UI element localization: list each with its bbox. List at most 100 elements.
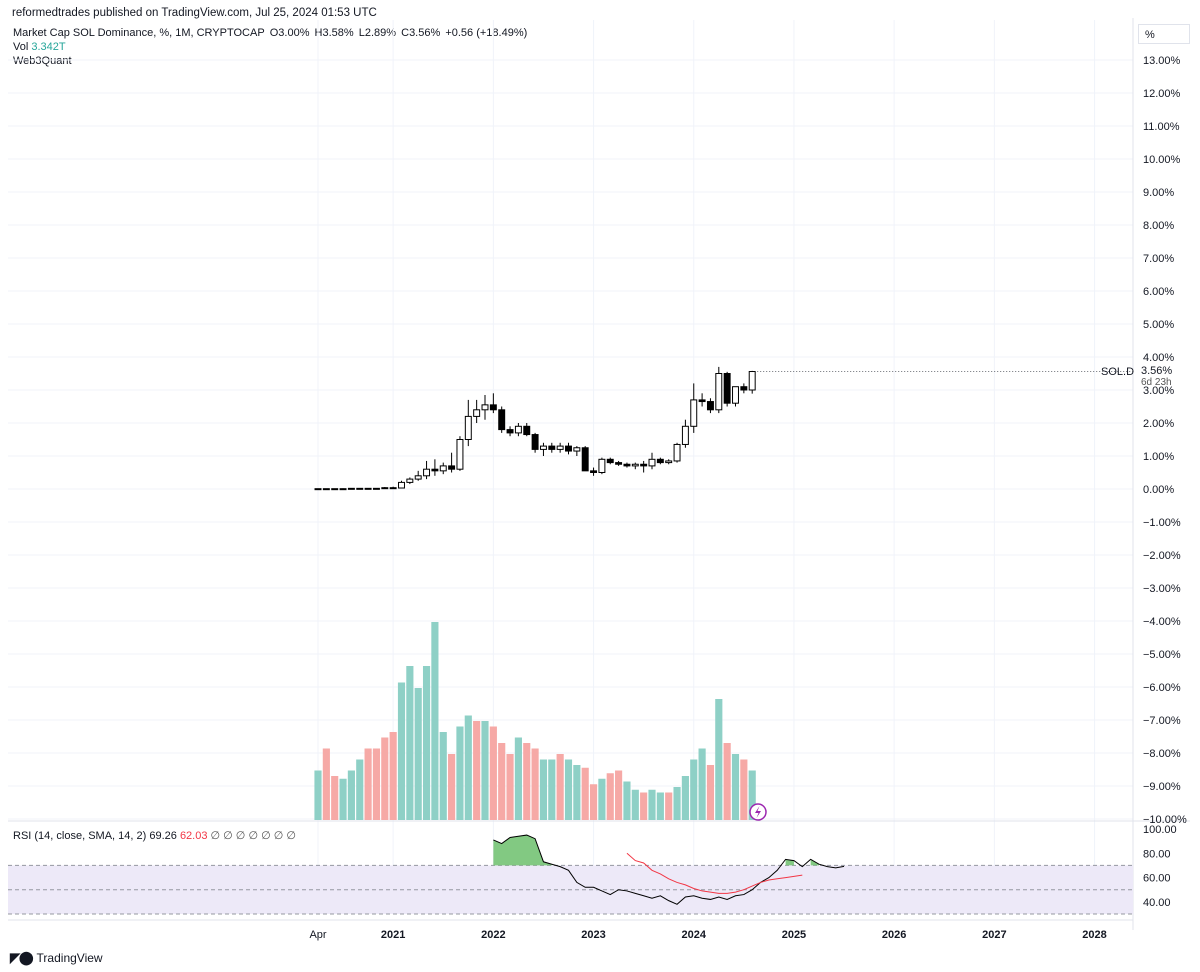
rsi-title: RSI (14, close, SMA, 14, 2): [13, 830, 147, 842]
candle-body: [489, 404, 497, 411]
volume-bar: [498, 743, 506, 820]
candle-body: [439, 465, 447, 472]
price-axis: 13.00% 12.00% 11.00% 10.00% 9.00% 8.00% 7.00% 6…: [1143, 55, 1187, 826]
candle-body: [464, 415, 472, 440]
candle-body: [448, 465, 456, 470]
price-tick-label: −5.00%: [1143, 649, 1181, 661]
volume-bar: [489, 726, 497, 820]
time-tick-label: 2024: [682, 929, 707, 941]
candle-body: [423, 468, 431, 477]
volume-bar: [347, 770, 355, 820]
volume-bar: [598, 778, 606, 820]
candle-body: [665, 460, 673, 464]
candle-body: [498, 409, 506, 431]
volume-bar: [539, 759, 548, 820]
candle-body: [573, 447, 581, 452]
candle-body: [606, 458, 614, 464]
price-tick-label: 0.00%: [1143, 484, 1174, 496]
volume-bar: [606, 773, 614, 820]
candle-body: [523, 425, 531, 436]
candle-body: [565, 445, 572, 452]
candle-body: [356, 487, 364, 490]
volume-bar: [456, 726, 464, 820]
volume-bar: [573, 765, 581, 820]
volume-bar: [372, 748, 381, 820]
price-tick-label: −4.00%: [1143, 616, 1181, 628]
price-tick-label: 10.00%: [1143, 154, 1181, 166]
volume-bar: [431, 622, 439, 820]
price-tick-label: 5.00%: [1143, 319, 1174, 331]
candle-body: [581, 447, 589, 472]
price-tick-label: 3.00%: [1143, 385, 1174, 397]
rsi-legend[interactable]: RSI (14, close, SMA, 14, 2) 69.26 62.03 …: [13, 829, 296, 842]
volume-bar: [731, 754, 740, 820]
candle-body: [514, 425, 522, 434]
time-axis: Apr 2021 2022 2023 2024 2025 2026 2027 2028: [309, 929, 1106, 941]
price-tick-label: 6.00%: [1143, 286, 1174, 298]
volume-bar: [406, 666, 414, 820]
candle-body: [506, 429, 514, 434]
price-unit-button[interactable]: %: [1138, 24, 1190, 44]
price-label-symbol: SOL.D: [1101, 366, 1135, 378]
candle-body: [681, 425, 689, 445]
rsi-ma-line: [626, 852, 803, 894]
volume-bar: [422, 666, 431, 820]
candle-body: [673, 443, 681, 462]
time-tick-label: 2026: [882, 929, 906, 941]
candle-body: [615, 462, 623, 465]
price-tick-label: 8.00%: [1143, 220, 1174, 232]
volume-bar: [631, 789, 639, 820]
price-tick-label: −9.00%: [1143, 781, 1181, 793]
ohlc-change: +0.56 (+18.49%): [445, 27, 528, 39]
time-tick-label: 2023: [581, 929, 605, 941]
tradingview-logo[interactable]: ◤⬤ TradingView: [10, 950, 103, 966]
volume-bar: [556, 754, 564, 820]
candle-body: [539, 445, 547, 450]
rsi-line: [493, 834, 845, 905]
candle-body: [698, 399, 706, 403]
price-tick-label: −3.00%: [1143, 583, 1181, 595]
footer-brand: TradingView: [36, 951, 103, 965]
volume-bar: [356, 759, 364, 820]
rsi-value: 69.26: [149, 830, 177, 842]
volume-bar: [389, 732, 397, 820]
tradingview-logo-icon: ◤⬤: [10, 950, 34, 965]
last-price-tag: 3.56% 6d 23h: [1141, 366, 1172, 389]
candle-body: [715, 373, 723, 411]
volume-bar: [414, 688, 422, 820]
rsi-overbought-fill: [493, 835, 552, 866]
candle-body: [414, 475, 422, 480]
volume-bar: [740, 759, 748, 820]
candle-body: [623, 463, 631, 467]
price-tick-label: −7.00%: [1143, 715, 1181, 727]
candle-body: [314, 488, 322, 491]
volume-bar: [748, 770, 756, 820]
volume-bar: [464, 715, 472, 820]
rsi-pane: 100.00 80.00 60.00 40.00: [8, 824, 1177, 915]
rsi-tick-label: 100.00: [1143, 824, 1177, 836]
candle-body: [347, 487, 355, 490]
volume-bar: [715, 699, 723, 820]
price-tick-label: 4.00%: [1143, 352, 1174, 364]
candle-body: [456, 439, 464, 470]
bar-countdown: 6d 23h: [1141, 377, 1172, 388]
volume-bar: [706, 765, 715, 820]
volume-bar: [523, 743, 531, 820]
lightning-icon[interactable]: [749, 803, 767, 821]
price-tick-label: −2.00%: [1143, 550, 1181, 562]
candle-body: [723, 373, 731, 404]
volume-bar: [448, 754, 456, 820]
rsi-ma-value: 62.03: [179, 830, 208, 842]
volume-legend[interactable]: Vol 3.342T: [13, 41, 66, 53]
volume-bar: [681, 776, 689, 820]
candle-body: [473, 409, 481, 417]
candle-body: [398, 481, 405, 489]
indicator-legend[interactable]: Web3Quant: [13, 55, 72, 67]
price-tick-label: 7.00%: [1143, 253, 1174, 265]
ohlc-close: C3.56%: [401, 27, 441, 39]
candle-body: [381, 487, 389, 490]
symbol-legend[interactable]: Market Cap SOL Dominance, %, 1M, CRYPTOC…: [13, 27, 529, 39]
time-tick-label: 2025: [782, 929, 806, 941]
volume-bar: [322, 748, 330, 820]
